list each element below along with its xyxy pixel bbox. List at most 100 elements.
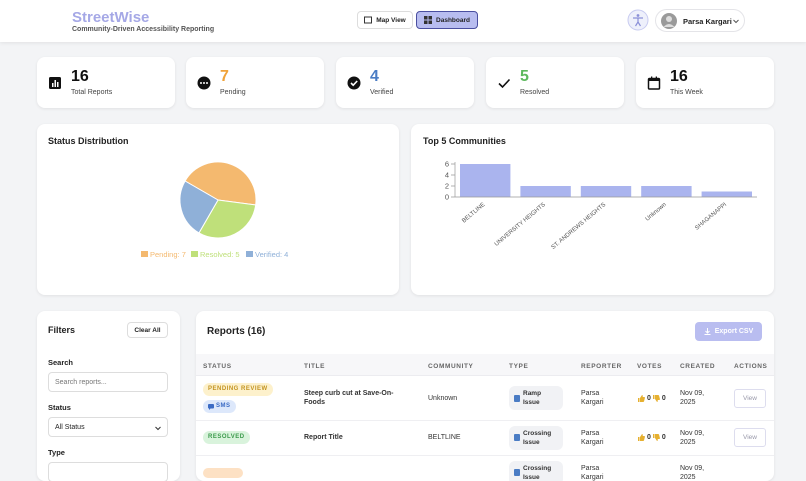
- y-tick-label: 4: [445, 171, 449, 180]
- action-cell: View: [734, 376, 774, 420]
- stat-icon: [48, 76, 62, 90]
- user-name: Parsa Kargari: [683, 17, 732, 26]
- stat-value: 5: [520, 68, 529, 86]
- reporter: Parsa Kargari: [581, 429, 613, 447]
- column-header: ACTIONS: [734, 363, 767, 370]
- x-tick-label: Unknown: [645, 202, 668, 223]
- download-icon: [704, 328, 711, 335]
- stat-icon: [347, 76, 361, 90]
- source-badge: SMS: [203, 400, 236, 413]
- downvotes: 0: [662, 394, 666, 403]
- dashboard-button[interactable]: Dashboard: [416, 11, 478, 29]
- field-label: Type: [48, 448, 65, 457]
- upvotes: 0: [647, 433, 651, 442]
- status-select[interactable]: All Status: [48, 417, 168, 437]
- chevron: [733, 19, 739, 24]
- x-tick-label: ST. ANDREWS HEIGHTS: [551, 202, 608, 251]
- reporter: Parsa Kargari: [581, 464, 613, 481]
- bar: [520, 186, 570, 197]
- legend-swatch: [141, 251, 148, 257]
- type-label: Crossing Issue: [523, 464, 558, 481]
- select-value: All Status: [55, 424, 85, 431]
- view-button[interactable]: View: [734, 389, 766, 408]
- user-menu[interactable]: Parsa Kargari: [655, 9, 745, 32]
- clear-button[interactable]: Clear All: [127, 322, 168, 338]
- stat-value: 16: [71, 68, 89, 86]
- title-cell: Steep curb cut at Save-On-Foods: [304, 376, 399, 420]
- created-cell: Nov 09, 2025: [680, 455, 710, 481]
- column-header: REPORTER: [581, 363, 622, 370]
- community: BELTLINE: [428, 433, 461, 442]
- column-header: COMMUNITY: [428, 363, 473, 370]
- downvote-icon: [652, 394, 661, 403]
- legend-swatch: [191, 251, 198, 257]
- type-icon: [514, 469, 520, 476]
- bar: [460, 164, 510, 197]
- sms-icon: [208, 404, 214, 410]
- report-title: Steep curb cut at Save-On-Foods: [304, 389, 399, 407]
- legend-swatch: [246, 251, 253, 257]
- status-cell: [203, 455, 298, 481]
- nav-label: Dashboard: [436, 17, 470, 24]
- app-title: StreetWise: [72, 9, 149, 26]
- created-cell: Nov 09, 2025: [680, 420, 710, 455]
- type-pill: Ramp Issue: [509, 386, 563, 410]
- status-badge: RESOLVED: [203, 431, 250, 444]
- upvote-icon: [637, 433, 646, 442]
- bar: [641, 186, 691, 197]
- map-icon: [364, 16, 372, 24]
- legend-label: Verified: 4: [255, 250, 288, 259]
- column-header: TYPE: [509, 363, 528, 370]
- type-pill: Crossing Issue: [509, 426, 563, 450]
- filters-card: Filters Clear All Search Search reports.…: [37, 311, 180, 481]
- y-tick-label: 6: [445, 160, 449, 169]
- type-cell: Crossing Issue: [509, 420, 569, 455]
- status-cell: RESOLVED: [203, 420, 298, 455]
- created: Nov 09, 2025: [680, 389, 710, 407]
- map-view-button[interactable]: Map View: [357, 11, 413, 29]
- column-header: STATUS: [203, 363, 232, 370]
- downvotes: 0: [662, 433, 666, 442]
- stat-icon: [647, 76, 661, 90]
- x-tick-label: BELTLINE: [461, 202, 486, 225]
- field-label: Search: [48, 358, 73, 367]
- upvotes: 0: [647, 394, 651, 403]
- button-label: Export CSV: [715, 328, 754, 335]
- header: StreetWise Community-Driven Accessibilit…: [0, 0, 806, 42]
- legend-label: Resolved: 5: [200, 250, 240, 259]
- reporter-cell: Parsa Kargari: [581, 455, 613, 481]
- search-input[interactable]: Search reports...: [48, 372, 168, 392]
- stat-value: 7: [220, 68, 229, 86]
- stat-label: Total Reports: [71, 89, 112, 96]
- type-select[interactable]: [48, 462, 168, 481]
- stat-value: 16: [670, 68, 688, 86]
- y-tick-label: 2: [445, 182, 449, 191]
- reports-title: Reports (16): [207, 326, 265, 337]
- type-pill: Crossing Issue: [509, 461, 563, 481]
- type-cell: Crossing Issue: [509, 455, 569, 481]
- community: Unknown: [428, 394, 457, 403]
- accessibility-button[interactable]: [627, 9, 649, 31]
- type-label: Ramp Issue: [523, 389, 558, 407]
- view-button[interactable]: View: [734, 428, 766, 447]
- export-button[interactable]: Export CSV: [695, 322, 762, 341]
- source-label: SMS: [216, 402, 231, 411]
- column-header: CREATED: [680, 363, 715, 370]
- type-label: Crossing Issue: [523, 429, 558, 447]
- chevron: [155, 426, 161, 431]
- action-cell: View: [734, 420, 774, 455]
- created: Nov 09, 2025: [680, 464, 710, 481]
- page: StreetWise Community-Driven Accessibilit…: [0, 0, 806, 469]
- reporter: Parsa Kargari: [581, 389, 613, 407]
- title-cell: Report Title: [304, 420, 399, 455]
- status-badge: [203, 468, 243, 478]
